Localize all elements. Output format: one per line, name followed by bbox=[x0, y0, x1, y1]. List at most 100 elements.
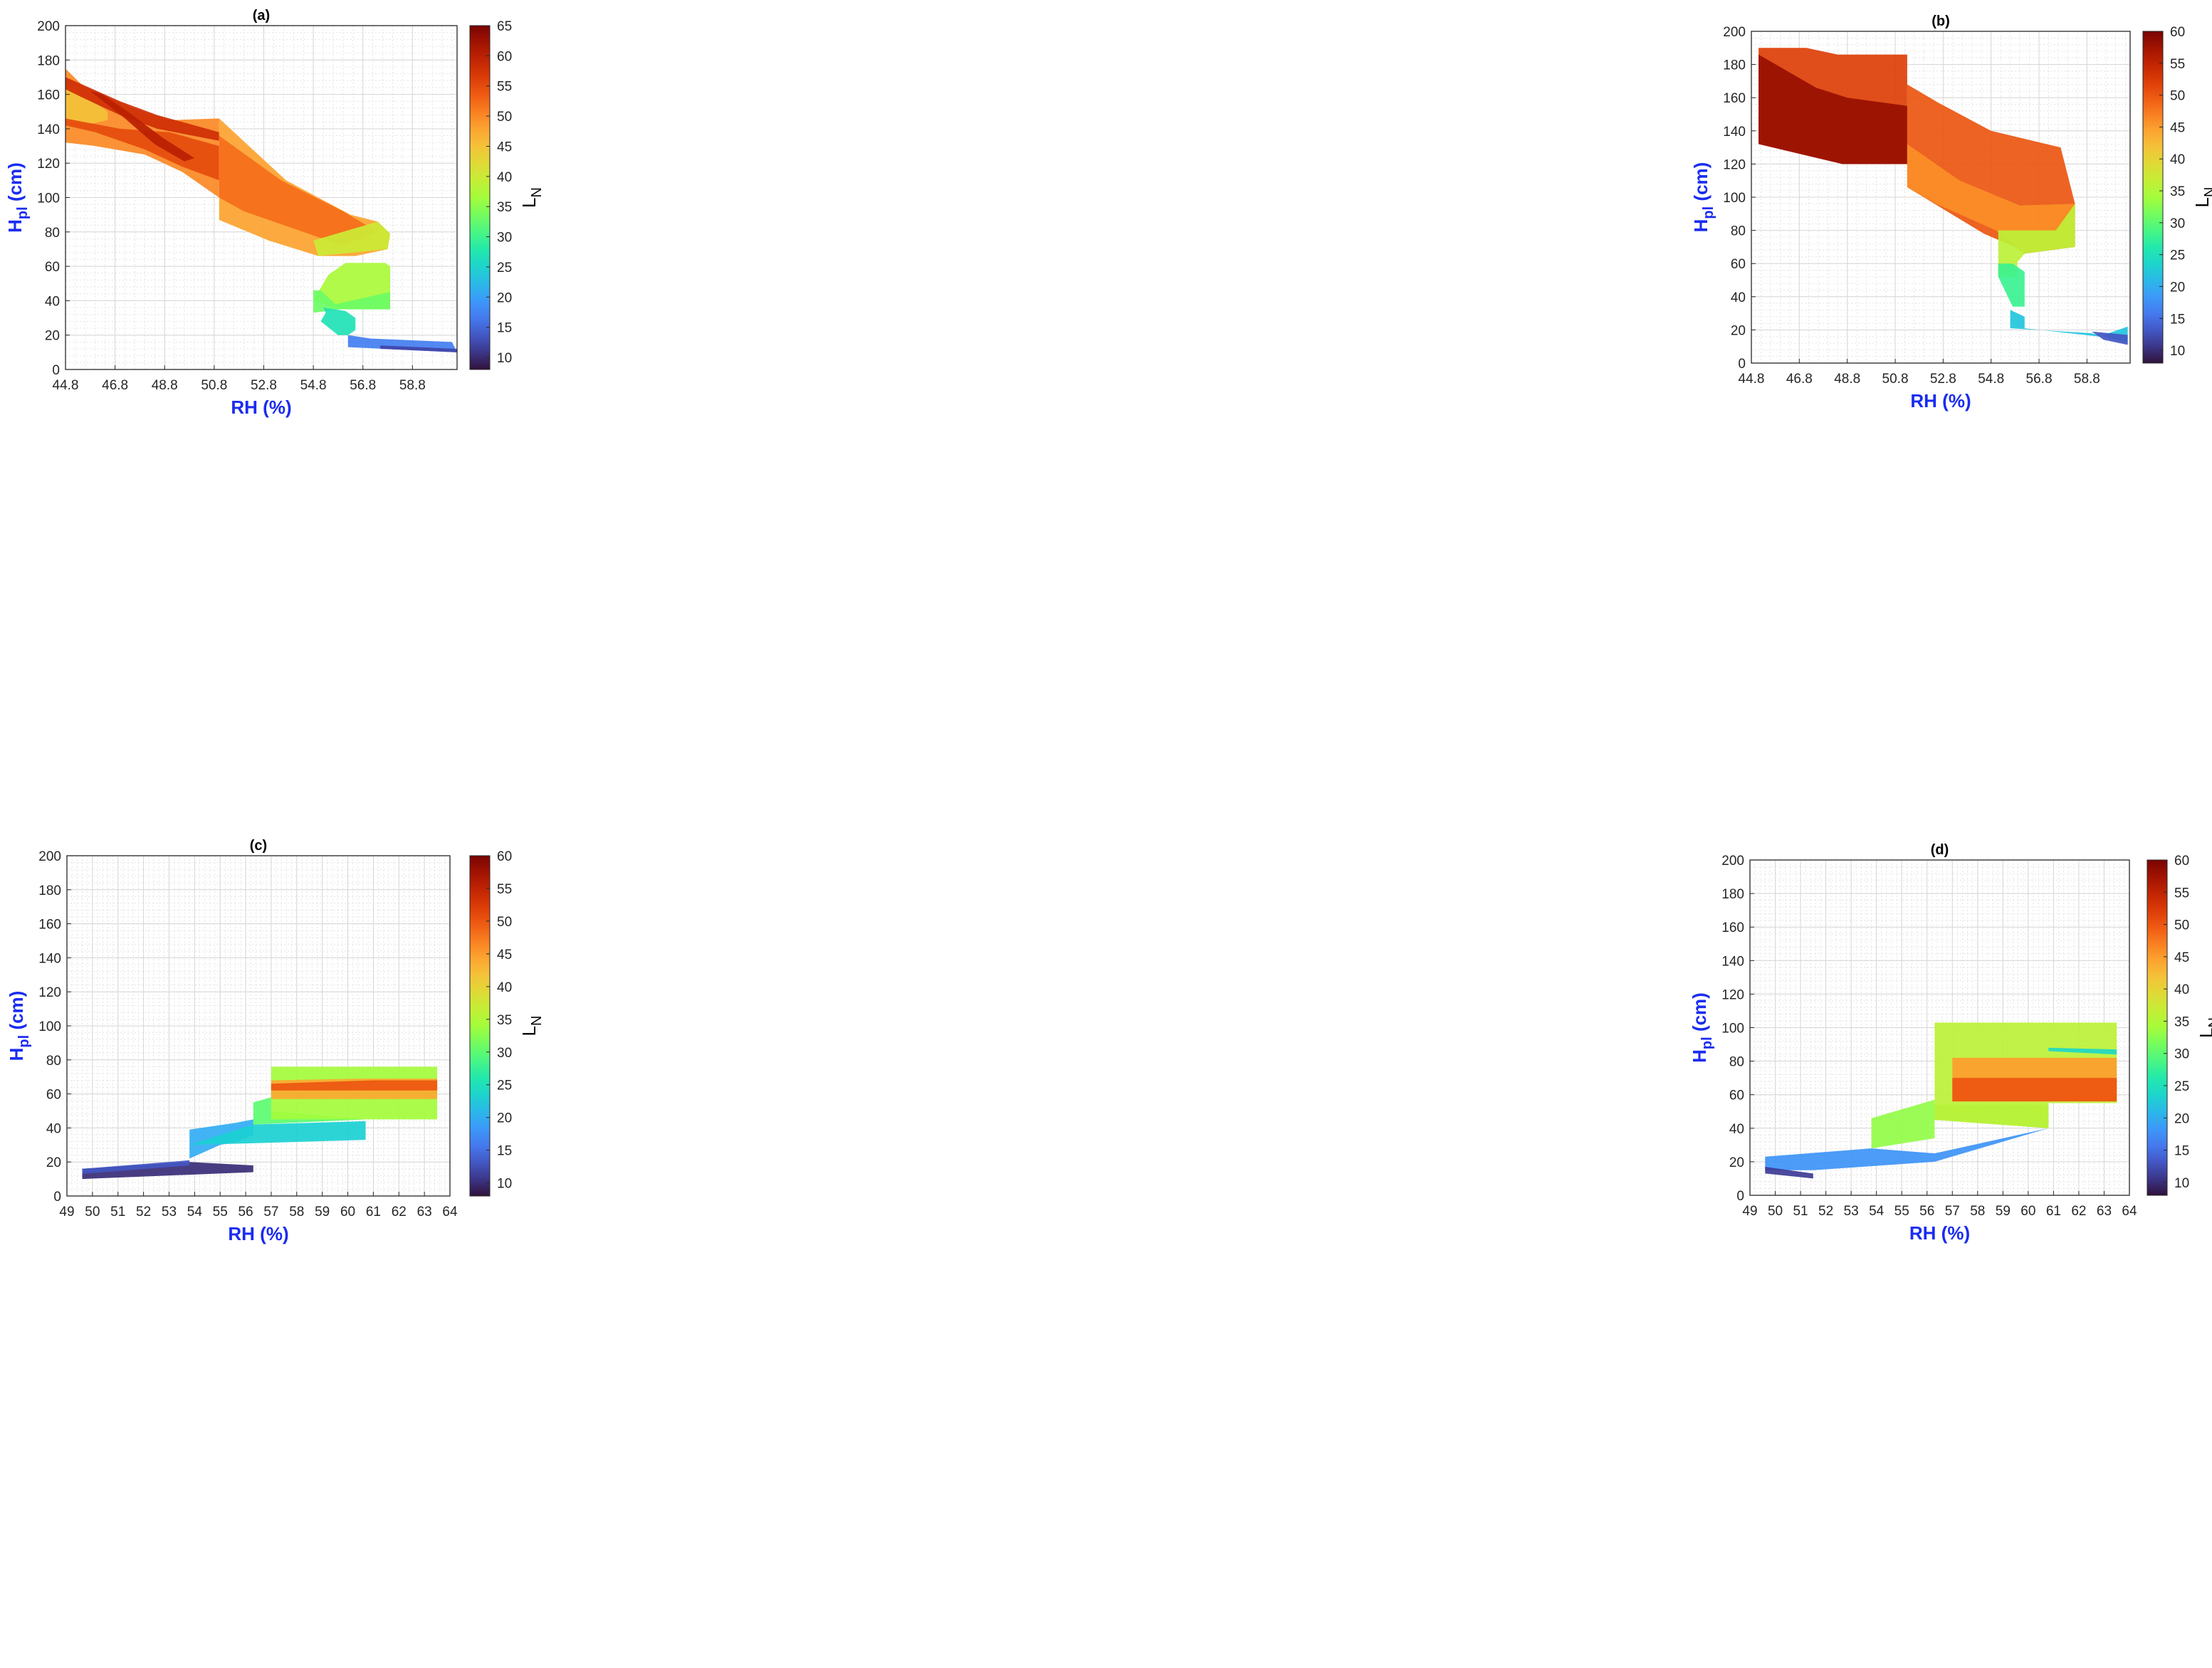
data-regions bbox=[1758, 48, 2128, 345]
x-tick-label: 50.8 bbox=[1882, 372, 1909, 387]
colorbar-tick-label: 20 bbox=[2170, 280, 2185, 295]
panel-b: 44.8 46.8 48.8 50.8 52.8 54.8 56.8 58.8 0 20 40 60 8… bbox=[1106, 0, 2212, 834]
x-tick-label: 59 bbox=[315, 1205, 330, 1219]
x-tick-label: 51 bbox=[1793, 1204, 1808, 1219]
y-tick-label: 80 bbox=[1731, 224, 1746, 239]
colorbar-tick-label: 10 bbox=[2174, 1176, 2189, 1191]
y-tick-label: 20 bbox=[1729, 1155, 1744, 1170]
x-tick-label: 58 bbox=[289, 1205, 304, 1219]
y-tick-label: 200 bbox=[38, 849, 61, 864]
y-tick-label: 100 bbox=[37, 192, 60, 206]
colorbar-tick-label: 10 bbox=[497, 1177, 512, 1192]
x-tick-label: 54.8 bbox=[1978, 372, 2004, 387]
colorbar-tick-label: 20 bbox=[497, 1111, 512, 1126]
y-axis-label-unit: (cm) bbox=[1690, 162, 1712, 206]
y-tick-label: 200 bbox=[37, 19, 60, 34]
colorbar-label-sub: N bbox=[2206, 1017, 2212, 1027]
y-tick-label: 40 bbox=[46, 1121, 61, 1136]
surface-region bbox=[313, 290, 390, 313]
colorbar-tick-label: 60 bbox=[2174, 854, 2189, 869]
y-tick-label: 40 bbox=[1731, 290, 1746, 305]
colorbar-tick-label: 40 bbox=[497, 980, 512, 995]
data-regions bbox=[65, 68, 457, 352]
x-tick-label: 53 bbox=[1844, 1204, 1859, 1219]
x-tick-label: 58 bbox=[1970, 1204, 1985, 1219]
colorbar-tick-label: 30 bbox=[2174, 1047, 2189, 1062]
x-tick-label: 51 bbox=[110, 1205, 125, 1219]
surface-region bbox=[65, 85, 108, 126]
y-tick-label: 120 bbox=[1723, 157, 1746, 172]
colorbar-label: LN bbox=[2191, 187, 2212, 208]
x-tick-label: 59 bbox=[1996, 1204, 2011, 1219]
x-tick-label: 61 bbox=[2046, 1204, 2061, 1219]
y-tick-label: 60 bbox=[1731, 257, 1746, 272]
y-tick-label: 20 bbox=[46, 1155, 61, 1170]
colorbar-tick-label: 60 bbox=[497, 49, 512, 64]
colorbar-label-main: L bbox=[518, 1026, 540, 1036]
y-tick-label: 60 bbox=[1729, 1089, 1744, 1103]
y-tick-label: 80 bbox=[46, 1054, 61, 1069]
x-tick-label: 62 bbox=[2071, 1204, 2086, 1219]
y-axis-label-main: H bbox=[6, 1048, 27, 1061]
x-tick-label: 44.8 bbox=[1739, 372, 1765, 387]
y-tick-label: 160 bbox=[38, 918, 61, 933]
x-tick-label: 52 bbox=[136, 1205, 151, 1219]
colorbar-tick-label: 30 bbox=[2170, 216, 2185, 231]
x-tick-label: 44.8 bbox=[53, 378, 79, 393]
colorbar-tick-label: 45 bbox=[2170, 120, 2185, 135]
colorbar-tick-label: 15 bbox=[497, 1144, 512, 1159]
panel-a: 44.8 46.8 48.8 50.8 52.8 54.8 56.8 58.8 0 20 40 60 8… bbox=[0, 0, 1106, 834]
y-tick-label: 180 bbox=[1723, 58, 1746, 73]
y-tick-label: 180 bbox=[37, 53, 60, 68]
colorbar-label: LN bbox=[518, 1016, 545, 1037]
y-axis-label: Hpl (cm) bbox=[4, 162, 31, 233]
chart-title: (b) bbox=[1931, 14, 1950, 29]
x-axis-label: RH (%) bbox=[228, 1223, 288, 1244]
y-tick-label: 180 bbox=[1721, 887, 1744, 902]
panel-d: 49 50 51 52 53 54 55 56 57 58 59 60 61 62 63 64 0 20 40 60 8… bbox=[1106, 834, 2212, 1668]
x-tick-label: 56 bbox=[238, 1205, 253, 1219]
x-tick-label: 64 bbox=[2122, 1204, 2137, 1219]
tick-labels: 49 50 51 52 53 54 55 56 57 58 59 60 61 62 63 64 0 20 40 60 8… bbox=[1721, 854, 2137, 1219]
x-tick-label: 57 bbox=[1945, 1204, 1960, 1219]
colorbar-tick-label: 15 bbox=[497, 321, 512, 336]
y-axis-label-sub: pl bbox=[1701, 206, 1716, 219]
y-axis-label: Hpl (cm) bbox=[1690, 162, 1716, 233]
x-tick-label: 46.8 bbox=[1786, 372, 1813, 387]
x-tick-label: 58.8 bbox=[399, 378, 426, 393]
colorbar-label: LN bbox=[2196, 1017, 2212, 1038]
y-tick-label: 0 bbox=[1736, 1189, 1744, 1204]
colorbar-tick-label: 55 bbox=[497, 882, 512, 897]
colorbar-tick-label: 40 bbox=[497, 170, 512, 185]
y-tick-label: 160 bbox=[37, 88, 60, 103]
surface-region bbox=[1952, 1078, 2117, 1102]
surface-region bbox=[1998, 204, 2075, 277]
x-tick-label: 55 bbox=[213, 1205, 228, 1219]
x-tick-label: 54.8 bbox=[300, 378, 327, 393]
x-tick-label: 52 bbox=[1818, 1204, 1833, 1219]
y-tick-label: 20 bbox=[1731, 323, 1746, 338]
colorbar-label-main: L bbox=[2191, 197, 2212, 207]
x-tick-label: 61 bbox=[366, 1205, 381, 1219]
x-tick-label: 48.8 bbox=[1834, 372, 1860, 387]
x-tick-label: 53 bbox=[162, 1205, 177, 1219]
x-tick-label: 56 bbox=[1919, 1204, 1934, 1219]
surface-region bbox=[380, 345, 457, 352]
surface-region bbox=[65, 118, 219, 181]
y-tick-label: 140 bbox=[1723, 125, 1746, 140]
surface-region bbox=[82, 1160, 190, 1174]
colorbar-label: LN bbox=[518, 187, 545, 208]
x-tick-label: 50 bbox=[85, 1205, 100, 1219]
y-tick-label: 200 bbox=[1721, 854, 1744, 869]
colorbar-label-sub: N bbox=[529, 1016, 545, 1026]
y-tick-label: 80 bbox=[45, 226, 60, 241]
colorbar-tick-label: 45 bbox=[2174, 950, 2189, 965]
chart-title: (c) bbox=[250, 838, 267, 854]
colorbar-tick-label: 25 bbox=[497, 261, 512, 276]
colorbar-tick-label: 35 bbox=[497, 200, 512, 215]
colorbar-tick-label: 55 bbox=[2174, 886, 2189, 901]
y-axis-label-unit: (cm) bbox=[6, 991, 27, 1035]
y-axis-label-sub: pl bbox=[15, 206, 31, 219]
x-tick-label: 50.8 bbox=[201, 378, 227, 393]
colorbar-tick-label: 45 bbox=[497, 140, 512, 154]
